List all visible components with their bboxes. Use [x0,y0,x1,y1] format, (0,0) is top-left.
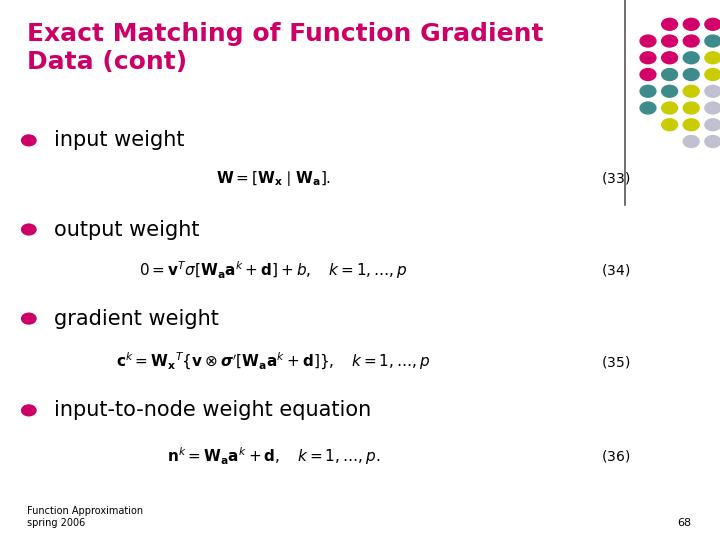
Circle shape [662,69,678,80]
Circle shape [683,136,699,147]
Circle shape [662,85,678,97]
Circle shape [640,52,656,64]
Circle shape [705,119,720,131]
Text: $(33)$: $(33)$ [601,170,630,186]
Circle shape [705,102,720,114]
Circle shape [705,35,720,47]
Circle shape [662,102,678,114]
Circle shape [705,18,720,30]
Text: input weight: input weight [54,130,184,151]
Text: 68: 68 [677,518,691,528]
Circle shape [705,52,720,64]
Circle shape [705,85,720,97]
Circle shape [640,35,656,47]
Circle shape [705,136,720,147]
Circle shape [662,52,678,64]
Circle shape [683,69,699,80]
Circle shape [683,85,699,97]
Text: $(35)$: $(35)$ [601,354,630,370]
Circle shape [705,69,720,80]
Circle shape [22,135,36,146]
Circle shape [640,102,656,114]
Circle shape [22,224,36,235]
Text: Exact Matching of Function Gradient
Data (cont): Exact Matching of Function Gradient Data… [27,22,544,75]
Circle shape [22,405,36,416]
Circle shape [662,18,678,30]
Text: $(34)$: $(34)$ [601,262,630,278]
Text: output weight: output weight [54,219,199,240]
Text: input-to-node weight equation: input-to-node weight equation [54,400,372,421]
Text: $\mathbf{W} = [\mathbf{W_x} \mid \mathbf{W_a}].$: $\mathbf{W} = [\mathbf{W_x} \mid \mathbf… [216,168,331,188]
Circle shape [683,102,699,114]
Circle shape [640,69,656,80]
Circle shape [683,119,699,131]
Text: Function Approximation
spring 2006: Function Approximation spring 2006 [27,506,143,528]
Text: gradient weight: gradient weight [54,308,219,329]
Circle shape [662,119,678,131]
Text: $(36)$: $(36)$ [601,448,630,464]
Circle shape [662,35,678,47]
Text: $\mathbf{n}^k = \mathbf{W_a}\mathbf{a}^k + \mathbf{d}, \quad k = 1,\ldots,p.$: $\mathbf{n}^k = \mathbf{W_a}\mathbf{a}^k… [167,446,380,467]
Text: $\mathbf{c}^k = \mathbf{W_x}^T\{\mathbf{v} \otimes \boldsymbol{\sigma}'[\mathbf{: $\mathbf{c}^k = \mathbf{W_x}^T\{\mathbf{… [117,351,431,373]
Circle shape [683,52,699,64]
Circle shape [683,18,699,30]
Text: $0 = \mathbf{v}^T\sigma[\mathbf{W_a}\mathbf{a}^k + \mathbf{d}] + b, \quad k = 1,: $0 = \mathbf{v}^T\sigma[\mathbf{W_a}\mat… [139,259,408,281]
Circle shape [22,313,36,324]
Circle shape [683,35,699,47]
Circle shape [640,85,656,97]
